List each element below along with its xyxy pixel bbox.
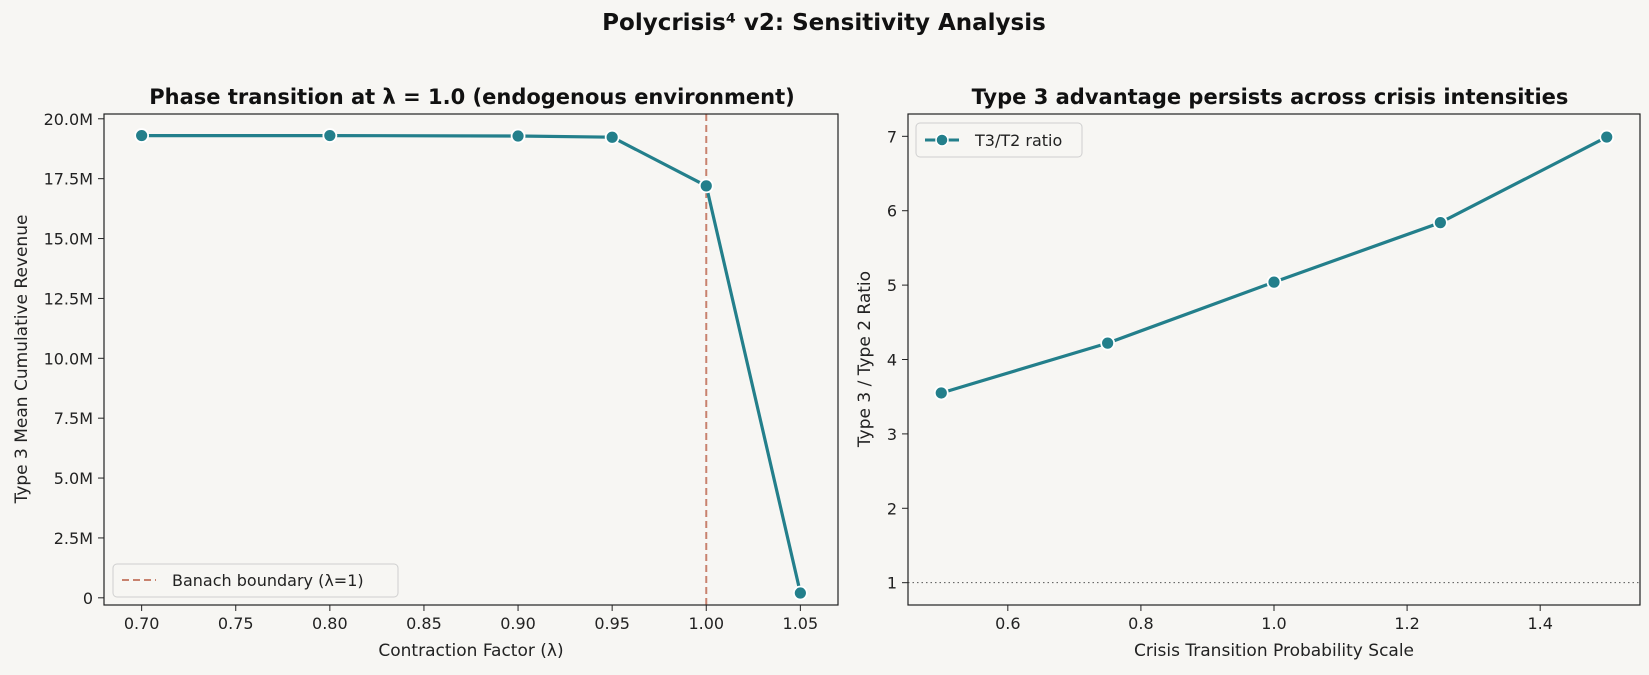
y-tick-label: 1	[887, 574, 897, 593]
data-point	[604, 129, 620, 145]
legend-ratio-label: T3/T2 ratio	[974, 131, 1062, 150]
figure-title: Polycrisis⁴ v2: Sensitivity Analysis	[602, 10, 1046, 36]
y-tick-label: 0	[83, 589, 93, 608]
right-x-axis-label: Crisis Transition Probability Scale	[1134, 641, 1414, 661]
x-tick-label: 0.85	[406, 614, 442, 633]
right-y-axis-label: Type 3 / Type 2 Ratio	[855, 271, 875, 448]
x-tick-label: 1.05	[783, 614, 819, 633]
y-tick-label: 6	[887, 202, 897, 221]
x-tick-label: 0.6	[995, 614, 1020, 633]
data-point	[1266, 274, 1282, 290]
y-tick-label: 20.0M	[44, 110, 93, 129]
right-legend-box	[915, 122, 1083, 158]
x-tick-label: 0.8	[1128, 614, 1153, 633]
right-axes-frame	[907, 113, 1641, 606]
x-tick-label: 1.00	[688, 614, 724, 633]
data-point	[134, 128, 150, 143]
right-panel-title: Type 3 advantage persists across crisis …	[972, 85, 1569, 109]
y-tick-label: 2	[887, 499, 897, 518]
x-tick-label: 1.2	[1394, 614, 1419, 633]
data-point	[1432, 215, 1448, 231]
data-point	[933, 385, 949, 401]
data-point	[1599, 129, 1615, 145]
y-tick-label: 7	[887, 127, 897, 146]
series-line	[940, 135, 1608, 395]
x-tick-label: 1.0	[1261, 614, 1286, 633]
x-tick-label: 0.95	[594, 614, 630, 633]
data-point	[1100, 335, 1116, 351]
y-tick-label: 5	[887, 276, 897, 295]
series-line	[141, 134, 802, 594]
legend-boundary-label: Banach boundary (λ=1)	[172, 571, 364, 590]
panel-phase-transition: Phase transition at λ = 1.0 (endogenous …	[12, 85, 839, 661]
left-axes-frame	[103, 113, 839, 606]
y-tick-label: 4	[887, 351, 897, 370]
y-tick-label: 15.0M	[44, 230, 93, 249]
y-tick-label: 3	[887, 425, 897, 444]
data-point	[510, 128, 526, 144]
left-x-axis-label: Contraction Factor (λ)	[378, 641, 563, 661]
legend-ratio-swatch-marker	[935, 133, 949, 147]
data-point	[322, 128, 338, 143]
data-point	[792, 585, 808, 601]
x-tick-label: 0.90	[500, 614, 536, 633]
x-tick-label: 1.4	[1527, 614, 1552, 633]
left-legend-box	[112, 563, 399, 598]
x-tick-label: 0.80	[312, 614, 348, 633]
x-tick-label: 0.75	[218, 614, 254, 633]
y-tick-label: 10.0M	[44, 349, 93, 368]
data-point	[698, 178, 714, 194]
left-legend: Banach boundary (λ=1)	[112, 563, 399, 598]
x-tick-label: 0.70	[124, 614, 160, 633]
panel-type3-advantage: Type 3 advantage persists across crisis …	[855, 85, 1641, 661]
y-tick-label: 12.5M	[44, 289, 93, 308]
y-tick-label: 5.0M	[54, 469, 93, 488]
left-y-axis-label: Type 3 Mean Cumulative Revenue	[12, 215, 32, 505]
y-tick-label: 2.5M	[54, 529, 93, 548]
y-tick-label: 7.5M	[54, 409, 93, 428]
right-legend: T3/T2 ratio	[915, 122, 1083, 158]
left-panel-title: Phase transition at λ = 1.0 (endogenous …	[149, 85, 794, 109]
y-tick-label: 17.5M	[44, 170, 93, 189]
